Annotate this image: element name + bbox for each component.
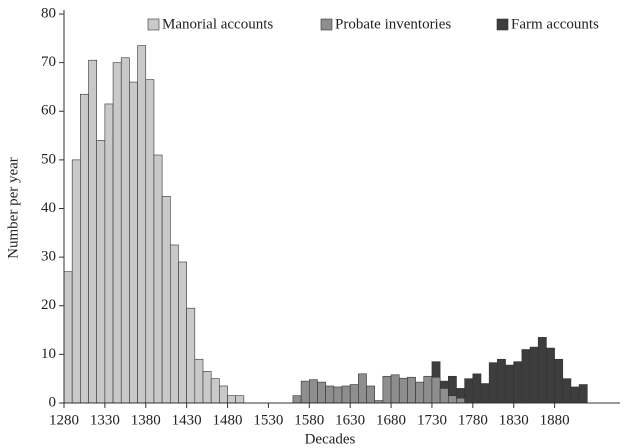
x-axis-label: Decades — [305, 431, 356, 447]
bar — [120, 57, 130, 404]
legend-swatch — [147, 18, 160, 31]
x-tick-label: 1380 — [131, 412, 161, 428]
bar — [300, 380, 310, 404]
x-tick-label: 1580 — [294, 412, 324, 428]
bar — [80, 93, 89, 404]
bar — [63, 271, 73, 404]
bar — [464, 378, 474, 404]
bar — [219, 385, 228, 404]
bar — [112, 62, 122, 404]
y-tick-label: 70 — [41, 54, 56, 70]
y-tick-label: 50 — [41, 151, 56, 167]
y-tick-label: 40 — [41, 200, 56, 216]
bar — [358, 373, 367, 404]
bar — [570, 386, 580, 404]
bar — [292, 395, 302, 404]
y-tick-label: 10 — [41, 346, 56, 362]
bar — [235, 395, 245, 404]
bar — [169, 244, 179, 404]
bar — [423, 375, 433, 404]
bar — [129, 81, 138, 404]
bar — [407, 376, 416, 404]
bar — [153, 154, 163, 404]
x-tick-label: 1730 — [417, 412, 447, 428]
y-tick-label: 80 — [41, 5, 56, 21]
bar — [554, 358, 564, 404]
y-axis-label: Number per year — [5, 157, 21, 259]
bar — [186, 307, 196, 404]
bar — [456, 397, 465, 404]
bar — [505, 364, 515, 404]
bar — [202, 371, 212, 404]
x-tick-label: 1680 — [376, 412, 406, 428]
bar — [178, 261, 187, 404]
bar — [227, 395, 237, 404]
bar — [497, 358, 506, 404]
bar — [513, 361, 523, 404]
bar — [137, 45, 147, 404]
x-tick-label: 1830 — [499, 412, 529, 428]
legend-swatch — [496, 18, 509, 31]
legend-swatch — [320, 18, 333, 31]
bar — [96, 140, 106, 404]
bar — [447, 395, 457, 404]
bar — [341, 385, 351, 404]
bar — [317, 381, 326, 404]
bar — [578, 384, 588, 404]
legend-label: Farm accounts — [511, 16, 599, 32]
bar — [308, 379, 318, 404]
bar — [88, 59, 98, 404]
bar — [521, 349, 531, 404]
bar — [537, 337, 547, 404]
x-tick-label: 1880 — [540, 412, 570, 428]
bar — [71, 159, 81, 404]
bar — [382, 375, 392, 404]
bar — [415, 381, 425, 404]
bar — [390, 374, 400, 404]
bar — [529, 346, 539, 404]
bar — [194, 358, 204, 404]
bar — [488, 362, 498, 404]
bar — [398, 377, 408, 404]
y-tick-label: 20 — [41, 297, 56, 313]
bar — [104, 103, 114, 404]
bar — [480, 383, 490, 404]
bar — [439, 388, 449, 404]
legend-label: Manorial accounts — [162, 16, 273, 32]
x-tick-label: 1780 — [458, 412, 488, 428]
x-tick-label: 1530 — [253, 412, 283, 428]
bar — [472, 373, 482, 404]
bar — [333, 386, 343, 404]
x-tick-label: 1280 — [49, 412, 79, 428]
legend-label: Probate inventories — [335, 16, 451, 32]
bar — [562, 378, 572, 404]
x-tick-label: 1330 — [90, 412, 120, 428]
bar — [366, 385, 376, 404]
bar — [546, 347, 555, 404]
x-tick-label: 1630 — [335, 412, 365, 428]
y-tick-label: 30 — [41, 249, 56, 265]
bar — [325, 385, 335, 404]
bar — [161, 196, 171, 404]
bar — [145, 79, 155, 404]
y-tick-label: 60 — [41, 103, 56, 119]
x-tick-label: 1480 — [213, 412, 243, 428]
x-tick-label: 1430 — [172, 412, 202, 428]
y-tick-label: 0 — [49, 394, 57, 410]
bar — [210, 378, 220, 404]
bar — [349, 384, 359, 404]
bar — [431, 376, 441, 404]
